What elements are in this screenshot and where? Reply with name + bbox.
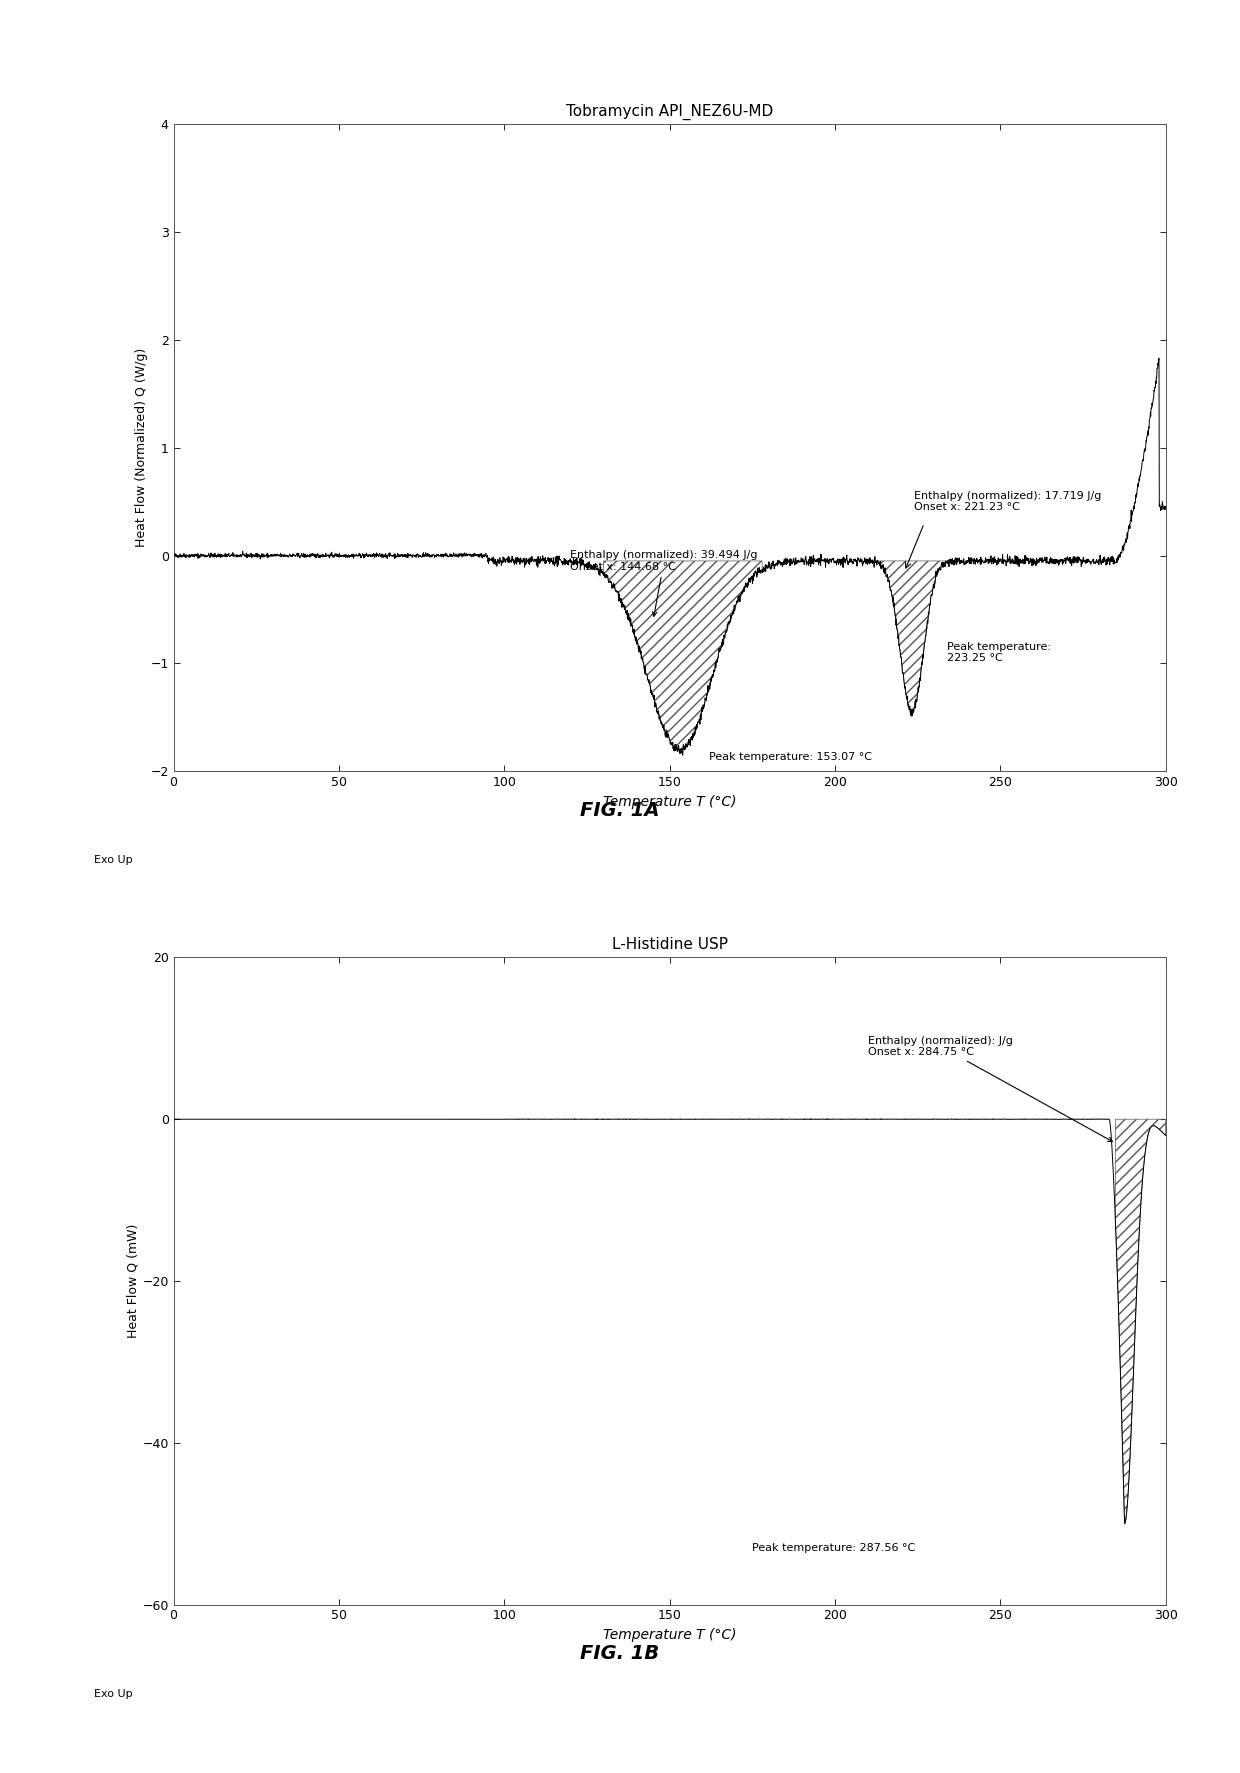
Text: Enthalpy (normalized): 39.494 J/g
Onset x: 144.68 °C: Enthalpy (normalized): 39.494 J/g Onset … — [570, 550, 758, 617]
X-axis label: Temperature T (°C): Temperature T (°C) — [603, 794, 737, 808]
Text: Exo Up: Exo Up — [94, 855, 133, 865]
Text: Peak temperature: 287.56 °C: Peak temperature: 287.56 °C — [753, 1543, 915, 1553]
Text: Peak temperature: 153.07 °C: Peak temperature: 153.07 °C — [709, 752, 872, 762]
Y-axis label: Heat Flow (Normalized) Q (W/g): Heat Flow (Normalized) Q (W/g) — [135, 348, 148, 548]
Text: Enthalpy (normalized): 17.719 J/g
Onset x: 221.23 °C: Enthalpy (normalized): 17.719 J/g Onset … — [914, 491, 1101, 512]
Text: Peak temperature:
223.25 °C: Peak temperature: 223.25 °C — [947, 642, 1052, 663]
Text: Enthalpy (normalized): J/g
Onset x: 284.75 °C: Enthalpy (normalized): J/g Onset x: 284.… — [868, 1035, 1112, 1142]
Text: FIG. 1B: FIG. 1B — [580, 1644, 660, 1663]
X-axis label: Temperature T (°C): Temperature T (°C) — [603, 1628, 737, 1642]
Title: L-Histidine USP: L-Histidine USP — [611, 938, 728, 952]
Text: FIG. 1A: FIG. 1A — [580, 801, 660, 821]
Text: Exo Up: Exo Up — [94, 1688, 133, 1699]
Title: Tobramycin API_NEZ6U-MD: Tobramycin API_NEZ6U-MD — [565, 105, 774, 121]
Y-axis label: Heat Flow Q (mW): Heat Flow Q (mW) — [126, 1223, 140, 1339]
